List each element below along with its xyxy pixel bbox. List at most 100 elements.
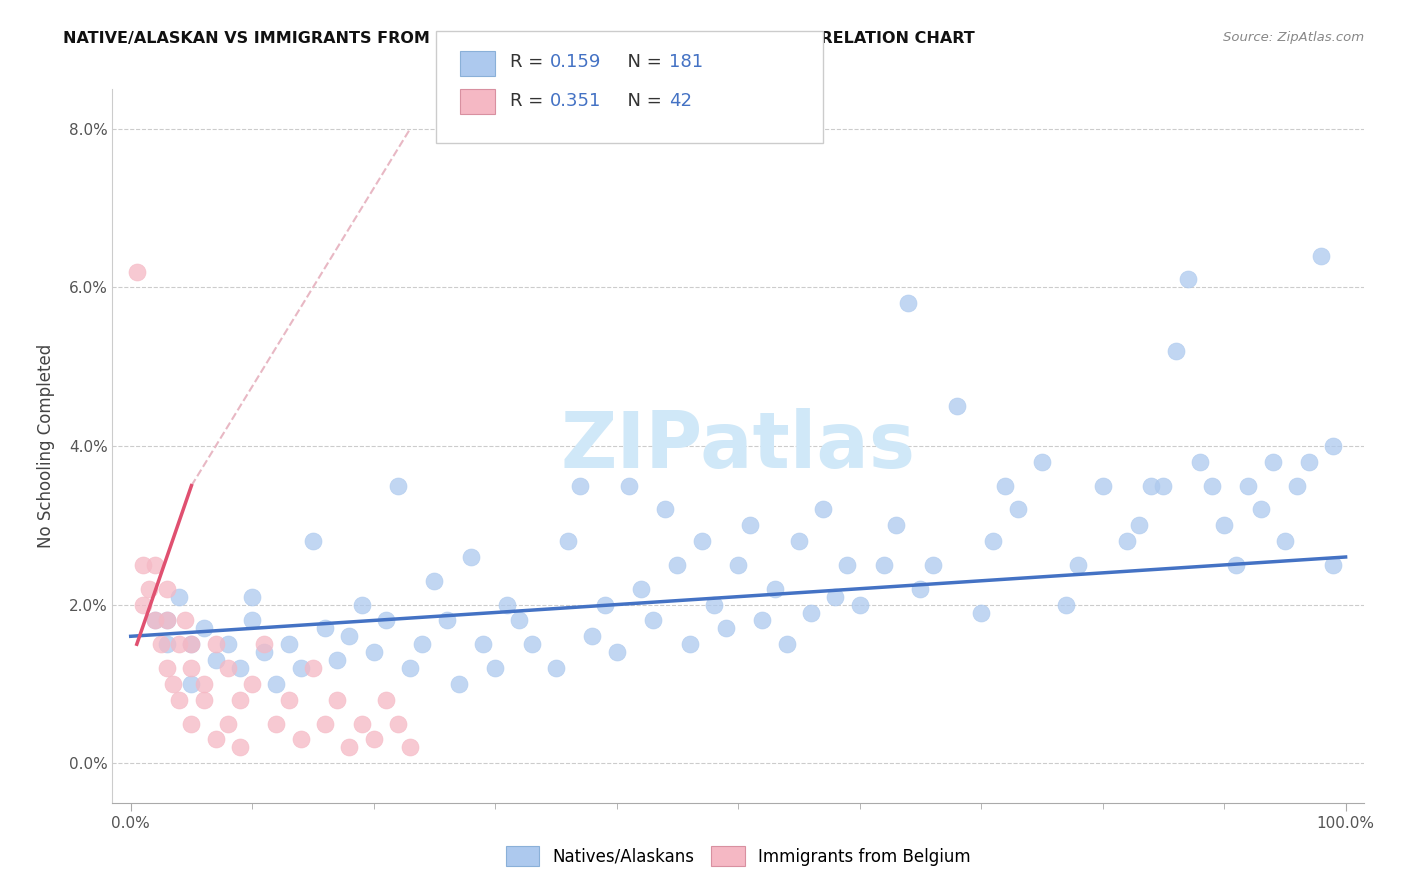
Point	[180, 677, 202, 691]
Point	[387, 478, 409, 492]
Point	[630, 582, 652, 596]
Point	[654, 502, 676, 516]
Point	[740, 518, 762, 533]
Point	[193, 692, 215, 706]
Text: Source: ZipAtlas.com: Source: ZipAtlas.com	[1223, 31, 1364, 45]
Point	[253, 645, 276, 659]
Point	[326, 653, 349, 667]
Point	[970, 606, 993, 620]
Point	[606, 645, 628, 659]
Point	[350, 716, 373, 731]
Point	[824, 590, 846, 604]
Point	[337, 629, 360, 643]
Point	[156, 614, 179, 628]
Point	[337, 740, 360, 755]
Text: ZIPatlas: ZIPatlas	[561, 408, 915, 484]
Point	[544, 661, 567, 675]
Point	[363, 645, 385, 659]
Point	[751, 614, 773, 628]
Point	[266, 677, 288, 691]
Point	[125, 264, 148, 278]
Point	[569, 478, 592, 492]
Point	[180, 661, 202, 675]
Point	[1237, 478, 1260, 492]
Point	[666, 558, 689, 572]
Text: R =: R =	[510, 92, 550, 110]
Point	[169, 590, 191, 604]
Point	[240, 614, 263, 628]
Point	[277, 692, 299, 706]
Point	[411, 637, 433, 651]
Point	[229, 692, 252, 706]
Point	[217, 661, 239, 675]
Point	[423, 574, 446, 588]
Point	[302, 534, 325, 549]
Point	[1140, 478, 1163, 492]
Point	[776, 637, 799, 651]
Point	[180, 637, 202, 651]
Point	[314, 716, 336, 731]
Point	[143, 614, 166, 628]
Point	[1250, 502, 1272, 516]
Point	[132, 558, 155, 572]
Point	[981, 534, 1004, 549]
Point	[1177, 272, 1199, 286]
Point	[350, 598, 373, 612]
Point	[1007, 502, 1029, 516]
Point	[447, 677, 470, 691]
Point	[1322, 439, 1344, 453]
Point	[1164, 343, 1187, 358]
Point	[253, 637, 276, 651]
Point	[1213, 518, 1236, 533]
Point	[217, 716, 239, 731]
Point	[387, 716, 409, 731]
Point	[581, 629, 603, 643]
Point	[150, 637, 173, 651]
Point	[217, 637, 239, 651]
Point	[703, 598, 725, 612]
Point	[557, 534, 579, 549]
Point	[1128, 518, 1150, 533]
Text: N =: N =	[616, 54, 668, 71]
Point	[204, 637, 226, 651]
Point	[837, 558, 859, 572]
Point	[484, 661, 506, 675]
Text: 42: 42	[669, 92, 692, 110]
Point	[314, 621, 336, 635]
Point	[302, 661, 325, 675]
Point	[240, 677, 263, 691]
Point	[180, 716, 202, 731]
Point	[460, 549, 482, 564]
Point	[1225, 558, 1247, 572]
Point	[508, 614, 530, 628]
Point	[690, 534, 713, 549]
Point	[156, 582, 179, 596]
Point	[374, 692, 396, 706]
Point	[897, 296, 920, 310]
Point	[326, 692, 349, 706]
Point	[266, 716, 288, 731]
Point	[1152, 478, 1174, 492]
Point	[290, 661, 312, 675]
Text: N =: N =	[616, 92, 668, 110]
Point	[162, 677, 184, 691]
Point	[277, 637, 299, 651]
Point	[848, 598, 870, 612]
Point	[1310, 249, 1333, 263]
Point	[1201, 478, 1223, 492]
Point	[240, 590, 263, 604]
Point	[1031, 455, 1053, 469]
Point	[143, 558, 166, 572]
Point	[1285, 478, 1308, 492]
Point	[727, 558, 749, 572]
Point	[921, 558, 943, 572]
Point	[1274, 534, 1296, 549]
Point	[399, 740, 422, 755]
Point	[678, 637, 700, 651]
Point	[714, 621, 737, 635]
Text: NATIVE/ALASKAN VS IMMIGRANTS FROM BELGIUM NO SCHOOLING COMPLETED CORRELATION CHA: NATIVE/ALASKAN VS IMMIGRANTS FROM BELGIU…	[63, 31, 974, 46]
Point	[363, 732, 385, 747]
Text: 0.351: 0.351	[550, 92, 602, 110]
Point	[399, 661, 422, 675]
Y-axis label: No Schooling Completed: No Schooling Completed	[37, 344, 55, 548]
